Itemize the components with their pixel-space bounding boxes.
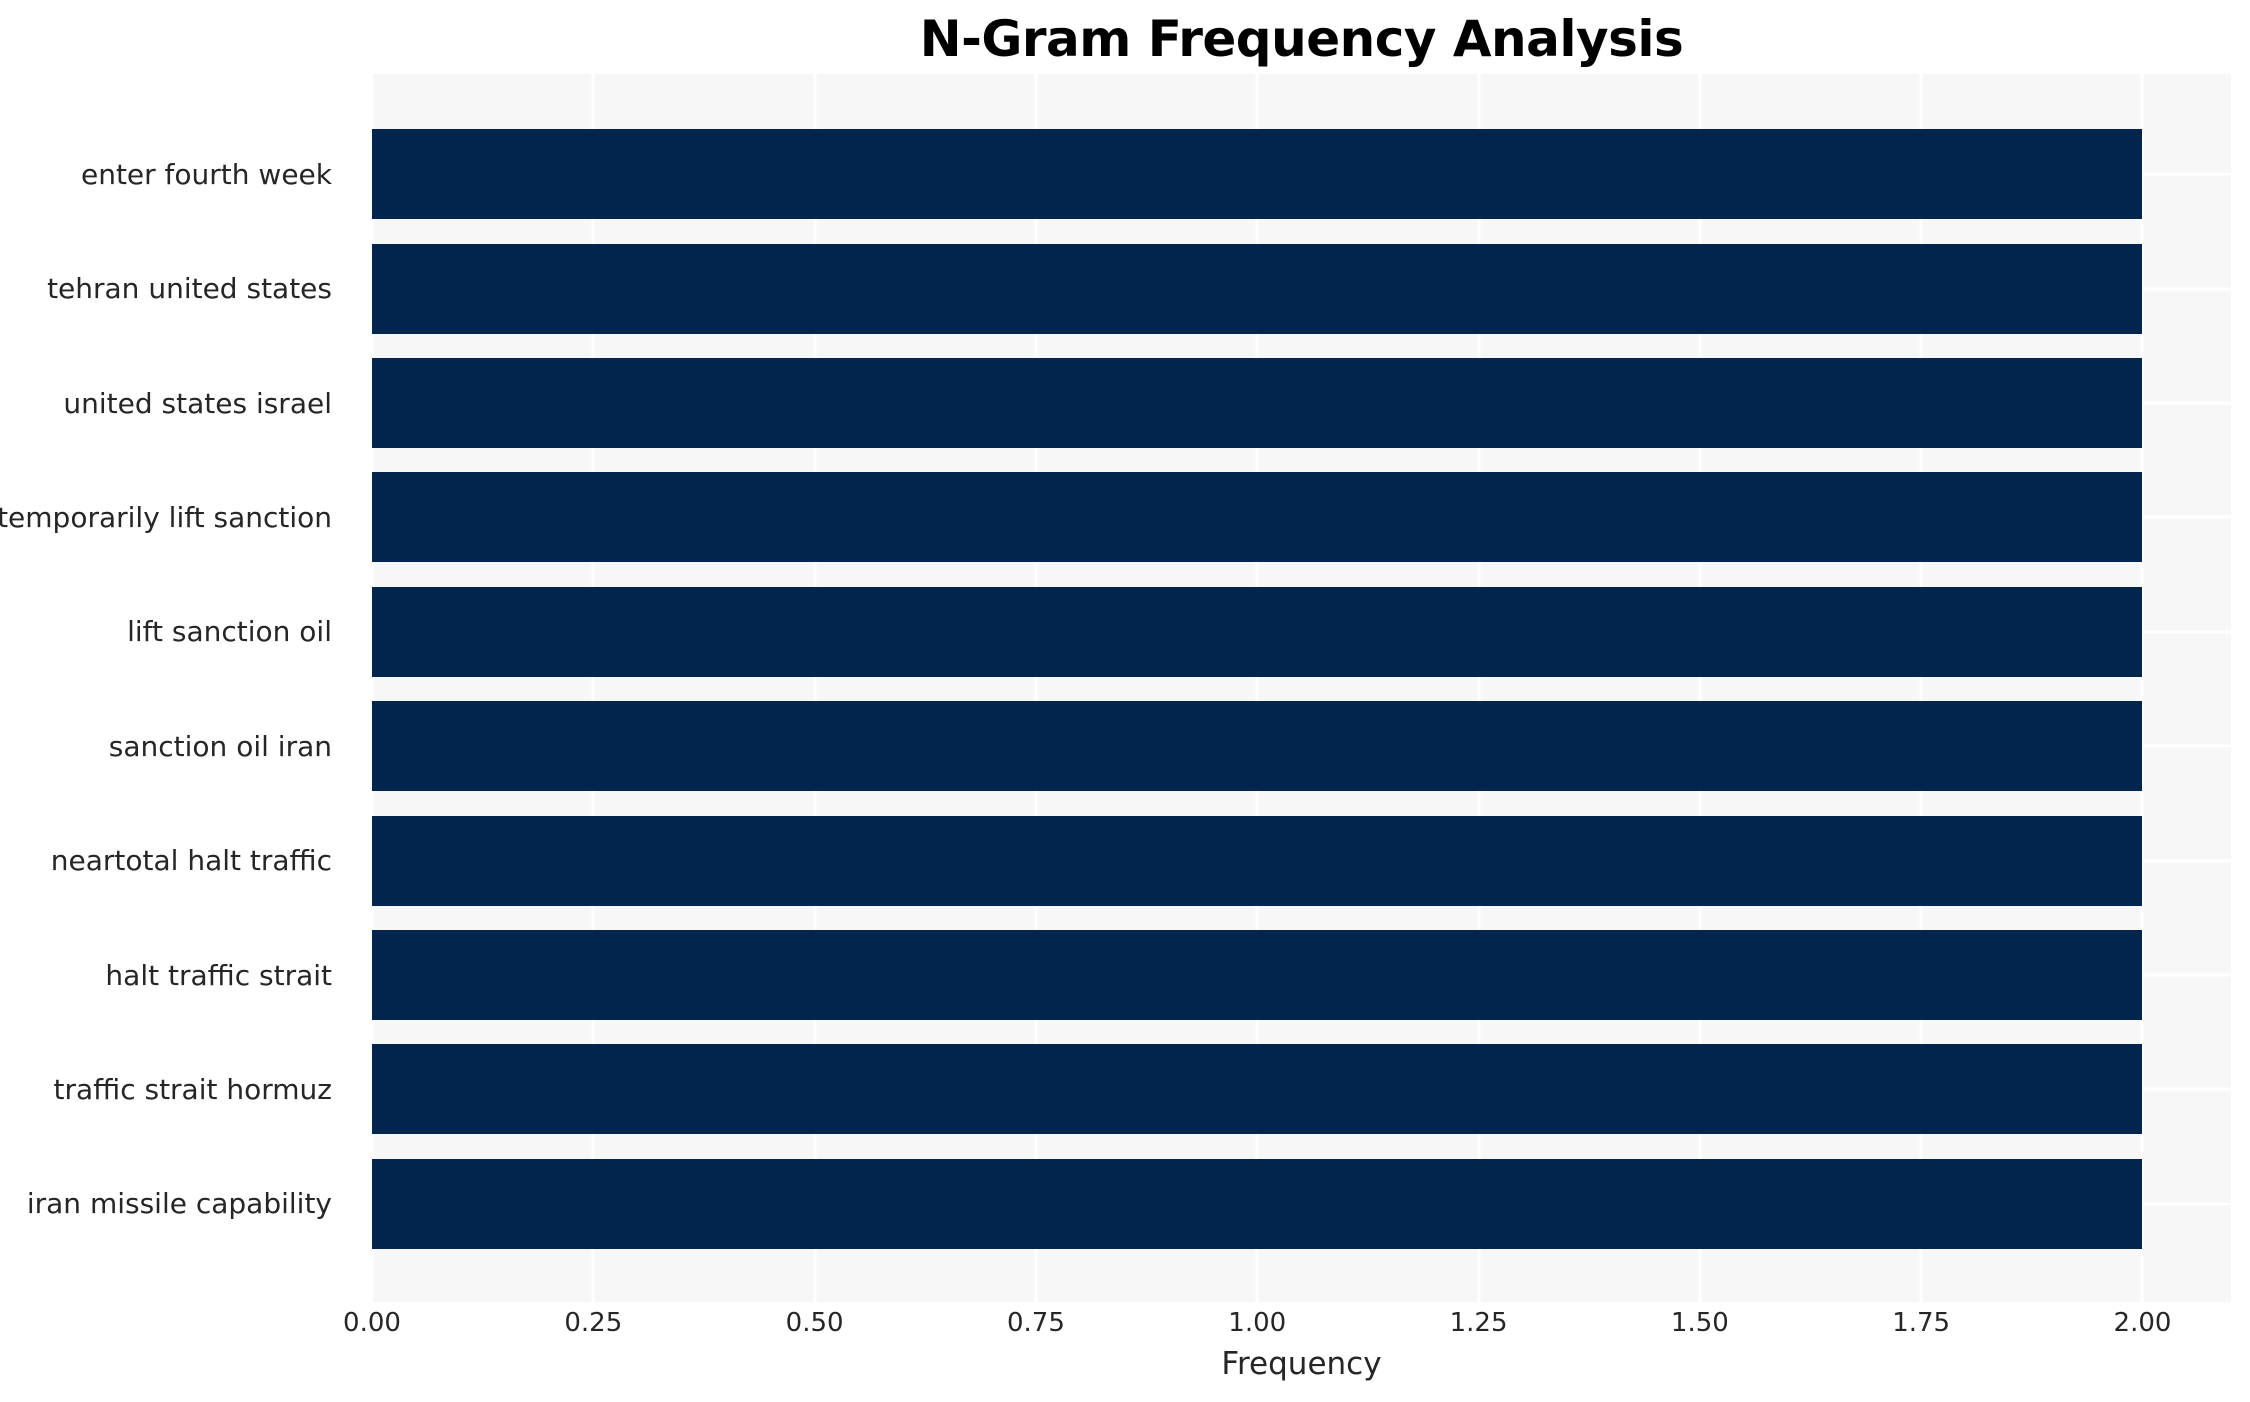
bar-row [372, 575, 2231, 689]
bar [372, 243, 2143, 334]
bar-row [372, 117, 2231, 231]
y-tick-label: halt traffic strait [105, 958, 332, 992]
x-tick-label: 0.75 [1006, 1308, 1065, 1338]
x-gridline [1477, 74, 1481, 1302]
x-axis-tick-labels: 0.00 0.25 0.50 0.75 1.00 1.25 1.50 1.75 2.00 [343, 1308, 2231, 1344]
bar [372, 358, 2143, 449]
x-axis-label: Frequency [1221, 1346, 1382, 1382]
y-tick-label: iran missile capability [26, 1187, 332, 1221]
y-tick-label: neartotal halt traffic [50, 844, 332, 878]
y-axis-tick-labels: enter fourth week tehran united states uni… [0, 74, 352, 1302]
x-tick-label: 2.00 [2113, 1308, 2172, 1338]
x-gridline [370, 74, 374, 1302]
x-gridline [1034, 74, 1038, 1302]
bar [372, 701, 2143, 792]
y-tick-label: temporarily lift sanction [0, 500, 332, 534]
chart-title: N-Gram Frequency Analysis [919, 10, 1684, 68]
x-tick-label: 1.00 [1228, 1308, 1287, 1338]
bar [372, 586, 2143, 677]
x-gridline [1255, 74, 1259, 1302]
bar-row [372, 918, 2231, 1032]
x-gridline [2140, 74, 2144, 1302]
bar [372, 1158, 2143, 1249]
x-tick-label: 1.75 [1892, 1308, 1951, 1338]
y-tick-label: sanction oil iran [108, 729, 332, 763]
x-tick-label: 1.25 [1449, 1308, 1508, 1338]
bar [372, 472, 2143, 563]
bar-row [372, 460, 2231, 574]
y-tick-label: lift sanction oil [127, 615, 332, 649]
y-tick-label: united states israel [63, 386, 332, 420]
y-tick-label: traffic strait hormuz [53, 1072, 332, 1106]
bar-row [372, 803, 2231, 917]
bar-rows [372, 74, 2231, 1302]
bar [372, 815, 2143, 906]
x-tick-label: 1.50 [1670, 1308, 1729, 1338]
bar-row [372, 231, 2231, 345]
bar-row [372, 689, 2231, 803]
x-gridline [813, 74, 817, 1302]
y-tick-label: tehran united states [47, 272, 332, 306]
x-tick-label: 0.50 [785, 1308, 844, 1338]
x-tick-label: 0.25 [564, 1308, 623, 1338]
bar [372, 1044, 2143, 1135]
x-gridline [1919, 74, 1923, 1302]
x-gridline [591, 74, 595, 1302]
bar-row [372, 1032, 2231, 1146]
bar-row [372, 346, 2231, 460]
x-tick-label: 0.00 [343, 1308, 401, 1338]
bar [372, 129, 2143, 220]
y-tick-label: enter fourth week [80, 157, 332, 191]
bar-row [372, 1147, 2231, 1261]
x-gridline [1698, 74, 1702, 1302]
bar [372, 930, 2143, 1021]
plot-area [370, 74, 2231, 1302]
